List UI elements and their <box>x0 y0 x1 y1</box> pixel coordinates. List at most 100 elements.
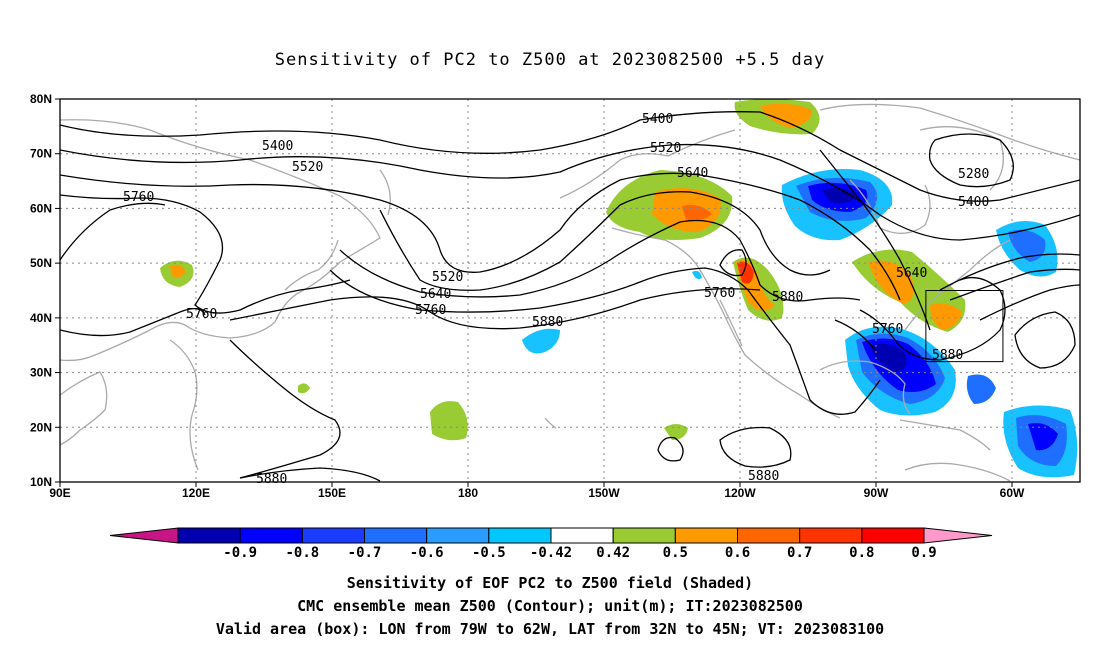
lon-label: 90E <box>49 486 70 500</box>
contour-line <box>60 194 351 314</box>
colorbar-label: -0.8 <box>285 545 319 561</box>
z500-contours <box>60 111 1080 482</box>
coastline-na-east <box>904 239 1011 331</box>
shade-blob <box>664 424 688 440</box>
colorbar-segment <box>861 527 925 544</box>
contour-label: 5520 <box>292 160 323 175</box>
contour-label: 5880 <box>532 315 563 330</box>
colorbar-label: -0.7 <box>348 545 382 561</box>
shade-blob <box>1008 229 1046 262</box>
shade-blob <box>298 383 310 394</box>
coastline-kamchatka <box>379 169 391 216</box>
colorbar-segment <box>488 527 552 544</box>
colorbar-segment <box>612 527 676 544</box>
colorbar-label: 0.8 <box>849 545 874 561</box>
shade-blob <box>930 303 962 330</box>
colorbar-label: -0.5 <box>472 545 506 561</box>
contour-label: 5880 <box>932 348 963 363</box>
colorbar-segment <box>674 527 738 544</box>
shade-blob <box>692 270 702 280</box>
coastline-indochina <box>169 339 199 471</box>
colorbar-segment <box>426 527 490 544</box>
colorbar-min-extension <box>109 527 179 544</box>
shade-blob <box>737 261 754 284</box>
contour-line <box>928 133 1014 188</box>
colorbar-max-extension <box>923 527 993 544</box>
coastline-gulf <box>819 360 911 415</box>
colorbar-label: 0.6 <box>725 545 750 561</box>
contour-label: 5640 <box>896 266 927 281</box>
contour-label: 5880 <box>772 290 803 305</box>
shade-blob <box>682 205 712 222</box>
contour-label: 5400 <box>958 195 989 210</box>
colorbar-segment <box>799 527 863 544</box>
contour-line <box>239 467 381 482</box>
lat-label: 10N <box>30 475 52 489</box>
colorbar: -0.9 -0.8 -0.7 -0.6 -0.5 -0.42 0.42 0.5 0.6 0.7 0.… <box>109 527 993 561</box>
contour-label: 5880 <box>748 469 779 484</box>
contour-label: 5400 <box>642 112 673 127</box>
contour-label: 5400 <box>262 139 293 154</box>
colorbar-segment <box>364 527 428 544</box>
contour-label: 5520 <box>432 270 463 285</box>
coastline-asia <box>60 119 381 362</box>
colorbar-label: 0.7 <box>787 545 812 561</box>
lat-label: 40N <box>30 311 52 325</box>
shade-blob <box>430 401 468 441</box>
contour-label: 5880 <box>256 472 287 487</box>
lon-label: 150E <box>318 486 346 500</box>
lat-label: 20N <box>30 420 52 434</box>
coastline-na-west <box>611 227 841 419</box>
coastline-arctic <box>819 103 1080 161</box>
lon-label: 150W <box>588 486 620 500</box>
colorbar-segment <box>737 527 801 544</box>
coastline-caribbean <box>899 419 991 451</box>
lat-label: 50N <box>30 256 52 270</box>
colorbar-label: -0.9 <box>223 545 257 561</box>
lat-label: 30N <box>30 366 52 380</box>
contour-label: 5760 <box>186 307 217 322</box>
lon-label: 120W <box>724 486 756 500</box>
contour-label: 5520 <box>650 141 681 156</box>
caption-contour: CMC ensemble mean Z500 (Contour); unit(m… <box>297 597 803 615</box>
contour-line <box>229 288 761 330</box>
map-frame <box>59 98 1081 483</box>
colorbar-label: 0.42 <box>596 545 630 561</box>
coastline-japan <box>284 239 339 291</box>
contour-line <box>657 436 684 462</box>
shade-blob <box>760 103 812 128</box>
contour-line <box>60 143 1080 241</box>
contour-label: 5640 <box>677 166 708 181</box>
shade-blob <box>1028 423 1058 451</box>
shade-blob <box>522 328 560 354</box>
shade-blob <box>870 344 907 372</box>
contour-line <box>719 249 747 277</box>
coastline-south-america <box>904 462 1011 482</box>
caption-valid-area: Valid area (box): LON from 79W to 62W, L… <box>215 620 885 638</box>
colorbar-segment <box>301 527 366 544</box>
contour-labels: 5400 5520 5760 5520 5640 5760 5760 5880 … <box>123 112 989 487</box>
contour-label: 5640 <box>420 287 451 302</box>
contour-line <box>834 319 876 351</box>
coastline-baja <box>719 299 743 347</box>
coastline-hudson <box>849 179 931 234</box>
contour-line <box>1014 311 1076 369</box>
sensitivity-shading <box>160 99 1078 478</box>
colorbar-label: -0.42 <box>530 545 572 561</box>
valid-area-box <box>925 290 1004 363</box>
contour-label: 5760 <box>872 322 903 337</box>
colorbar-label: 0.9 <box>911 545 936 561</box>
contour-line <box>60 172 901 301</box>
contour-label: 5280 <box>958 167 989 182</box>
lon-label: 120E <box>182 486 210 500</box>
lat-label: 60N <box>30 201 52 215</box>
contour-line <box>979 284 1080 321</box>
contour-line <box>60 202 166 261</box>
contour-line <box>60 111 1080 202</box>
colorbar-segment <box>177 527 241 544</box>
contour-line <box>379 191 831 291</box>
contour-line <box>339 219 861 302</box>
coastline-hawaii <box>544 417 557 429</box>
